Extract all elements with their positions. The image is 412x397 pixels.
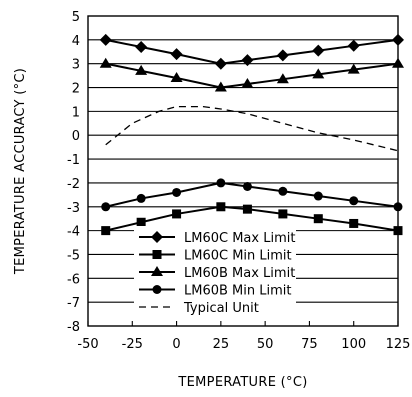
y-tick-label: -7 xyxy=(67,296,80,311)
x-tick-label: 0 xyxy=(172,337,180,352)
x-axis-title: TEMPERATURE (°C) xyxy=(177,375,307,390)
diamond-marker xyxy=(312,44,325,57)
diamond-marker xyxy=(347,39,360,52)
x-tick-label: 50 xyxy=(257,337,274,352)
square-marker xyxy=(349,218,359,228)
triangle-marker xyxy=(99,57,112,68)
axis-ticks: 5 4 3 2 1 0 -1 -2 -3 -4 -5 -6 -7 -8 -50 -25 0 25 50 75 100 12… xyxy=(67,10,410,352)
diamond-marker xyxy=(214,57,227,70)
series-lm60c-min-limit xyxy=(101,202,403,236)
triangle-marker xyxy=(392,57,404,68)
circle-marker xyxy=(101,202,111,212)
legend: LM60C Max Limit LM60C Min Limit LM60B Max … xyxy=(134,226,296,320)
plot-frame xyxy=(87,15,399,327)
square-marker xyxy=(101,226,111,236)
diamond-marker xyxy=(99,33,112,46)
circle-marker xyxy=(152,285,162,294)
triangle-marker xyxy=(276,73,289,84)
y-tick-label: -5 xyxy=(67,248,80,263)
series-lm60b-min-limit xyxy=(101,178,403,212)
diamond-marker xyxy=(151,231,163,243)
triangle-marker xyxy=(151,266,163,276)
square-marker xyxy=(313,214,323,224)
circle-marker xyxy=(393,202,403,212)
legend-label: LM60C Max Limit xyxy=(184,231,295,246)
triangle-marker xyxy=(214,81,227,92)
series-group xyxy=(99,33,404,236)
diamond-marker xyxy=(392,33,404,46)
y-axis-title: TEMPERATURE ACCURACY (°C) xyxy=(13,68,28,275)
diamond-marker xyxy=(170,48,183,61)
square-marker xyxy=(393,226,403,236)
y-tick-label: -8 xyxy=(67,320,80,335)
y-tick-label: 1 xyxy=(72,105,80,120)
square-marker xyxy=(136,217,146,227)
legend-item: LM60C Max Limit xyxy=(139,231,295,246)
diamond-marker xyxy=(241,54,254,67)
legend-label: Typical Unit xyxy=(183,301,259,316)
y-tick-label: -6 xyxy=(67,272,80,287)
diamond-marker xyxy=(135,41,148,53)
x-tick-label: -50 xyxy=(77,337,98,352)
legend-label: LM60C Min Limit xyxy=(184,249,292,264)
x-tick-label: 75 xyxy=(301,337,318,352)
circle-marker xyxy=(136,193,146,203)
y-tick-label: 4 xyxy=(72,34,80,49)
legend-label: LM60B Max Limit xyxy=(184,266,295,281)
legend-item: LM60B Max Limit xyxy=(139,266,295,281)
circle-marker xyxy=(313,191,323,201)
square-marker xyxy=(242,204,252,214)
y-tick-label: -4 xyxy=(67,225,80,240)
circle-marker xyxy=(349,196,359,206)
square-marker xyxy=(216,202,226,212)
triangle-marker xyxy=(170,72,183,82)
triangle-marker xyxy=(312,68,325,79)
legend-item: Typical Unit xyxy=(139,301,259,316)
series-lm60b-max-limit xyxy=(99,57,404,92)
y-tick-label: 2 xyxy=(72,82,80,97)
x-tick-label: -25 xyxy=(122,337,143,352)
y-tick-label: -2 xyxy=(67,177,80,192)
legend-item: LM60C Min Limit xyxy=(139,249,292,264)
x-tick-label: 100 xyxy=(341,337,366,352)
triangle-marker xyxy=(135,64,148,75)
x-tick-label: 25 xyxy=(213,337,230,352)
square-marker xyxy=(172,209,182,219)
diamond-marker xyxy=(276,49,289,62)
y-tick-label: 3 xyxy=(72,58,80,73)
y-tick-label: 0 xyxy=(72,129,80,144)
legend-item: LM60B Min Limit xyxy=(139,284,291,299)
y-tick-label: -1 xyxy=(67,153,80,168)
series-typical-unit xyxy=(105,105,399,152)
series-line xyxy=(105,105,399,152)
series-lm60c-max-limit xyxy=(99,33,404,70)
circle-marker xyxy=(278,186,288,196)
square-marker xyxy=(278,209,288,219)
circle-marker xyxy=(172,187,182,197)
circle-marker xyxy=(242,182,252,191)
square-marker xyxy=(152,250,162,259)
y-tick-label: 5 xyxy=(72,10,80,25)
circle-marker xyxy=(216,178,226,188)
triangle-marker xyxy=(347,63,360,74)
triangle-marker xyxy=(241,77,254,88)
x-tick-label: 125 xyxy=(386,337,411,352)
legend-label: LM60B Min Limit xyxy=(184,284,291,299)
y-tick-label: -3 xyxy=(67,201,80,216)
